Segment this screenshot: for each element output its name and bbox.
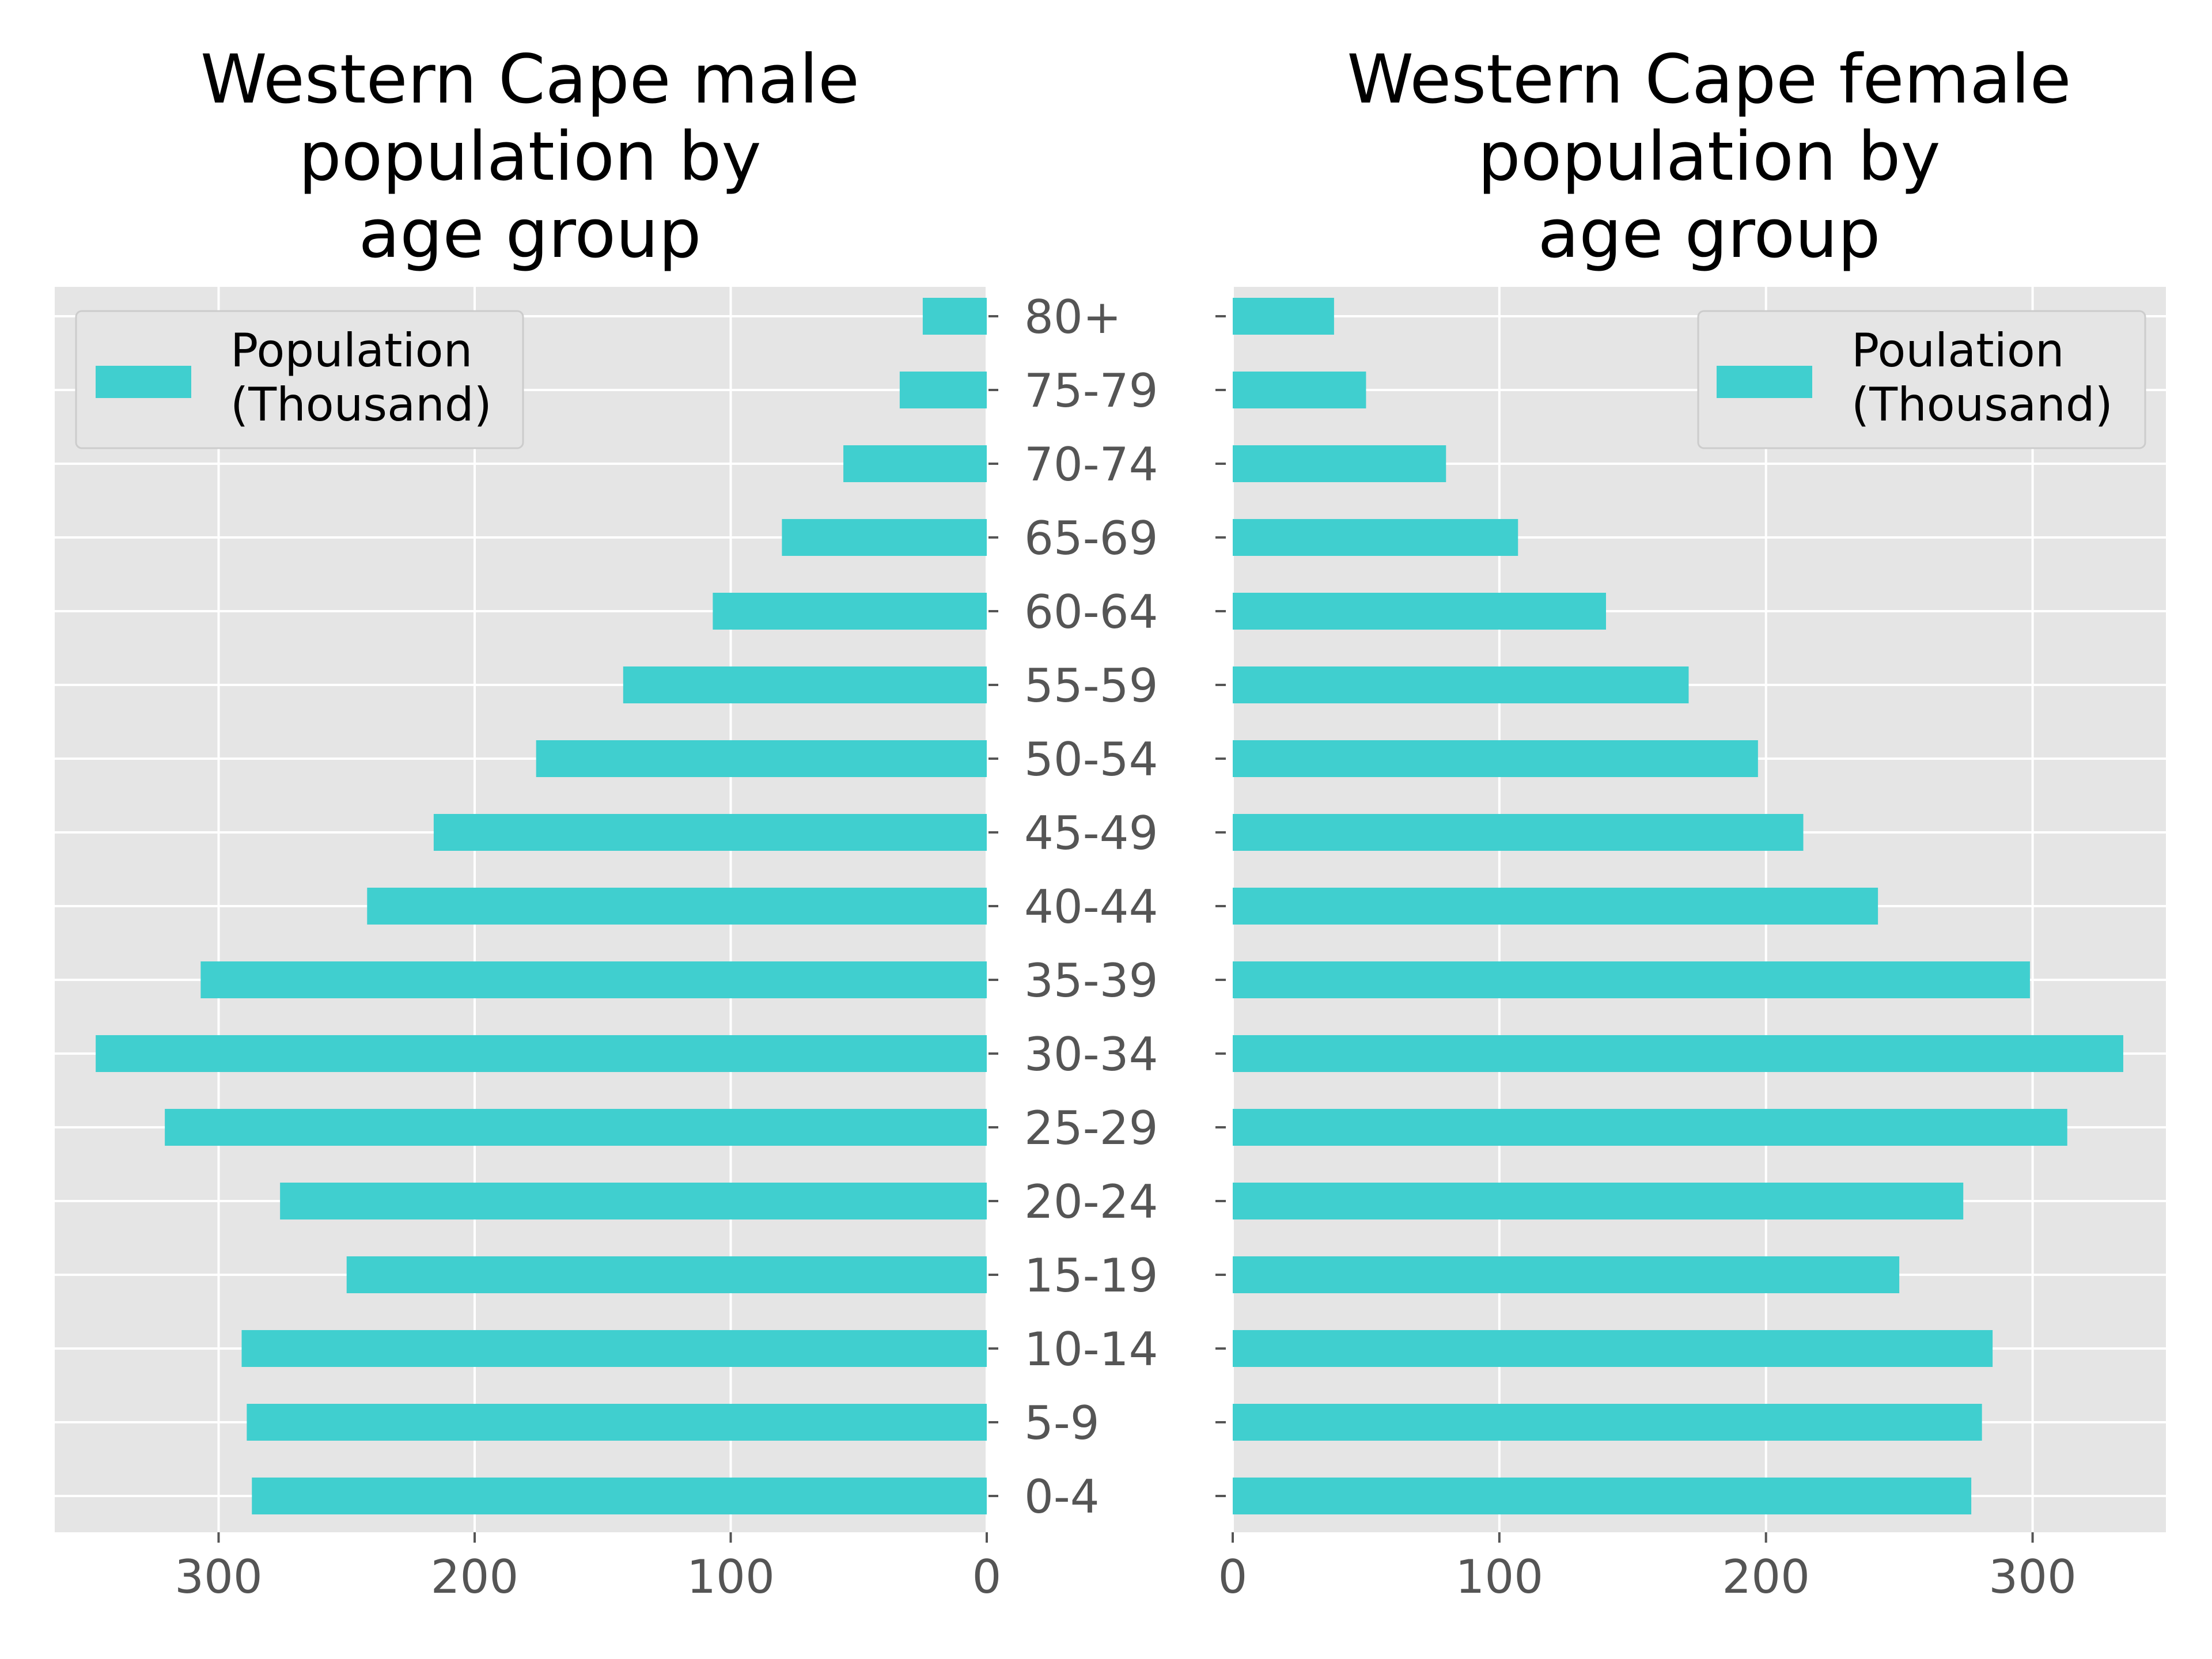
- male-bar-40-44: [367, 888, 987, 925]
- age-group-label: 30-34: [1024, 1028, 1158, 1081]
- female-bar-5-9: [1233, 1404, 1982, 1441]
- age-group-label: 80+: [1024, 290, 1122, 344]
- male-x-tick-label: 0: [972, 1550, 1002, 1604]
- female-y-axis-tick-marks: [1215, 315, 1226, 1497]
- female-bar-70-74: [1233, 445, 1446, 482]
- male-legend-label-line-2: (Thousand): [230, 378, 492, 431]
- female-x-tick-label: 300: [1988, 1550, 2077, 1604]
- male-bar-80+: [922, 298, 987, 335]
- male-bar-60-64: [713, 593, 987, 630]
- male-x-tick-label: 300: [175, 1550, 263, 1604]
- female-legend-label-line-1: Poulation: [1851, 324, 2065, 377]
- male-bar-15-19: [346, 1256, 987, 1293]
- female-bar-50-54: [1233, 740, 1758, 777]
- male-legend-box: [75, 310, 524, 449]
- male-chart-title-line-2: population by: [298, 117, 761, 196]
- male-bar-65-69: [782, 519, 987, 556]
- female-bar-65-69: [1233, 519, 1518, 556]
- male-bar-70-74: [843, 445, 987, 482]
- male-bar-35-39: [200, 961, 987, 998]
- male-chart-title-line-1: Western Cape male: [200, 40, 859, 119]
- female-legend-label-line-2: (Thousand): [1851, 378, 2113, 431]
- age-group-label: 5-9: [1024, 1396, 1100, 1450]
- age-group-label: 75-79: [1024, 364, 1158, 418]
- male-bar-75-79: [899, 372, 987, 408]
- age-group-label: 15-19: [1024, 1249, 1158, 1302]
- female-bar-55-59: [1233, 666, 1689, 703]
- male-bar-50-54: [536, 740, 987, 777]
- female-chart-panel: Western Cape female population by age gr…: [1215, 40, 2166, 1604]
- female-chart-title-line-1: Western Cape female: [1347, 40, 2071, 119]
- age-group-label: 45-49: [1024, 806, 1158, 860]
- male-bar-45-49: [433, 814, 987, 851]
- male-bars: [96, 298, 987, 1514]
- female-bar-10-14: [1233, 1330, 1993, 1367]
- age-group-label: 0-4: [1024, 1470, 1100, 1524]
- female-chart-title-line-3: age group: [1538, 194, 1881, 273]
- male-legend: Population (Thousand): [75, 310, 524, 449]
- female-bar-80+: [1233, 298, 1334, 335]
- male-bar-20-24: [280, 1183, 987, 1219]
- male-bar-30-34: [96, 1035, 987, 1072]
- female-bar-60-64: [1233, 593, 1606, 630]
- female-bar-40-44: [1233, 888, 1878, 925]
- female-bar-30-34: [1233, 1035, 2123, 1072]
- age-group-label: 65-69: [1024, 512, 1158, 565]
- female-x-tick-label: 200: [1722, 1550, 1810, 1604]
- female-bar-15-19: [1233, 1256, 1900, 1293]
- male-chart-title-line-3: age group: [359, 194, 702, 273]
- age-group-label: 20-24: [1024, 1175, 1158, 1229]
- male-legend-label-line-1: Population: [230, 324, 472, 377]
- female-bar-20-24: [1233, 1183, 1964, 1219]
- female-x-axis-ticks: 0 100 200 300: [1218, 1532, 2077, 1604]
- male-chart-panel: Western Cape male population by age grou…: [55, 40, 1001, 1604]
- age-group-label: 70-74: [1024, 438, 1158, 491]
- male-bar-0-4: [252, 1478, 987, 1514]
- female-legend-swatch: [1717, 366, 1812, 398]
- male-x-tick-label: 200: [431, 1550, 519, 1604]
- female-bars: [1233, 298, 2123, 1514]
- age-group-label: 35-39: [1024, 954, 1158, 1007]
- male-bar-10-14: [241, 1330, 987, 1367]
- female-x-tick-label: 100: [1456, 1550, 1544, 1604]
- male-x-axis-ticks: 0 100 200 300: [175, 1532, 1001, 1604]
- female-legend: Poulation (Thousand): [1697, 310, 2146, 449]
- male-bar-5-9: [247, 1404, 987, 1441]
- female-bar-75-79: [1233, 372, 1366, 408]
- female-chart-title-line-2: population by: [1478, 117, 1940, 196]
- male-x-tick-label: 100: [687, 1550, 775, 1604]
- female-legend-box: [1697, 310, 2146, 449]
- age-group-label: 55-59: [1024, 659, 1158, 713]
- age-group-labels: 0-4 5-9 10-14 15-19 20-24 25-29 30-34 35-39 40-4…: [988, 290, 1158, 1524]
- age-group-label: 40-44: [1024, 880, 1158, 934]
- male-bar-55-59: [623, 666, 987, 703]
- age-group-label: 60-64: [1024, 585, 1158, 639]
- age-group-label: 50-54: [1024, 733, 1158, 786]
- female-bar-25-29: [1233, 1109, 2067, 1146]
- age-group-label: 25-29: [1024, 1101, 1158, 1155]
- female-bar-45-49: [1233, 814, 1804, 851]
- female-x-tick-label: 0: [1218, 1550, 1248, 1604]
- age-group-label: 10-14: [1024, 1323, 1158, 1376]
- female-bar-35-39: [1233, 961, 2030, 998]
- female-bar-0-4: [1233, 1478, 1972, 1514]
- male-bar-25-29: [165, 1109, 987, 1146]
- male-legend-swatch: [96, 366, 191, 398]
